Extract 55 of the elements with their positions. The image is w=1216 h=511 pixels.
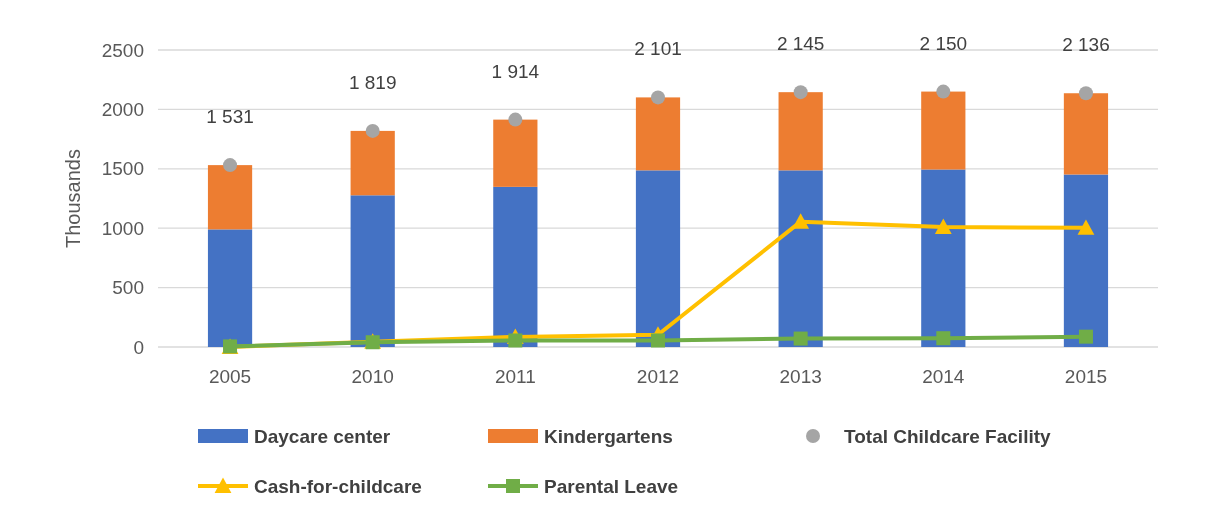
point [651, 333, 665, 348]
bar [350, 195, 395, 347]
point [792, 213, 810, 229]
bar [778, 92, 823, 171]
bar [207, 229, 253, 347]
x-tick-label: 2010 [351, 366, 394, 387]
point [793, 331, 808, 346]
x-tick-label: 2014 [922, 366, 965, 387]
bar [1063, 174, 1109, 347]
data-label: 2 145 [776, 33, 825, 55]
bar [778, 170, 823, 347]
y-tick-label: 0 [133, 336, 144, 358]
x-tick-label: 2012 [636, 366, 680, 387]
y-tick-label: 2500 [101, 39, 144, 61]
data-label: 2 101 [634, 38, 682, 60]
bar [921, 169, 966, 347]
x-tick-label: 2013 [779, 366, 822, 387]
legend-label: Kindergartens [544, 425, 673, 447]
point [651, 90, 665, 105]
data-label: 2 150 [919, 32, 968, 54]
point [1078, 329, 1093, 344]
x-tick-label: 2015 [1064, 366, 1108, 387]
bar [1063, 93, 1109, 175]
point [365, 123, 380, 138]
y-tick-label: 1500 [101, 158, 144, 180]
point [936, 84, 951, 99]
x-tick-label: 2011 [494, 366, 536, 387]
y-axis-title: Thousands [62, 149, 84, 248]
bar [493, 186, 538, 347]
point [508, 333, 523, 348]
y-tick-label: 1000 [101, 217, 144, 239]
point [934, 218, 952, 235]
y-tick-label: 2000 [101, 99, 144, 121]
legend-label: Parental Leave [544, 475, 679, 497]
point [223, 158, 238, 173]
bar [635, 170, 681, 347]
x-tick-label: 2005 [208, 366, 252, 387]
y-tick-label: 500 [112, 277, 144, 299]
data-label: 2 136 [1062, 34, 1110, 56]
legend-label: Cash-for-childcare [254, 475, 422, 497]
legend-label: Total Childcare Facility [844, 425, 1052, 447]
point [1077, 219, 1095, 235]
bar [350, 130, 395, 196]
point [1078, 86, 1093, 101]
legend-label: Daycare center [254, 425, 391, 447]
point [793, 85, 808, 100]
data-label: 1 819 [348, 71, 397, 93]
bar [493, 119, 538, 187]
data-label: 1 531 [206, 106, 254, 128]
bar [207, 165, 253, 230]
bar [921, 91, 966, 170]
point [936, 331, 951, 346]
point [508, 112, 523, 127]
bar [635, 97, 681, 171]
data-label: 1 914 [491, 60, 540, 82]
